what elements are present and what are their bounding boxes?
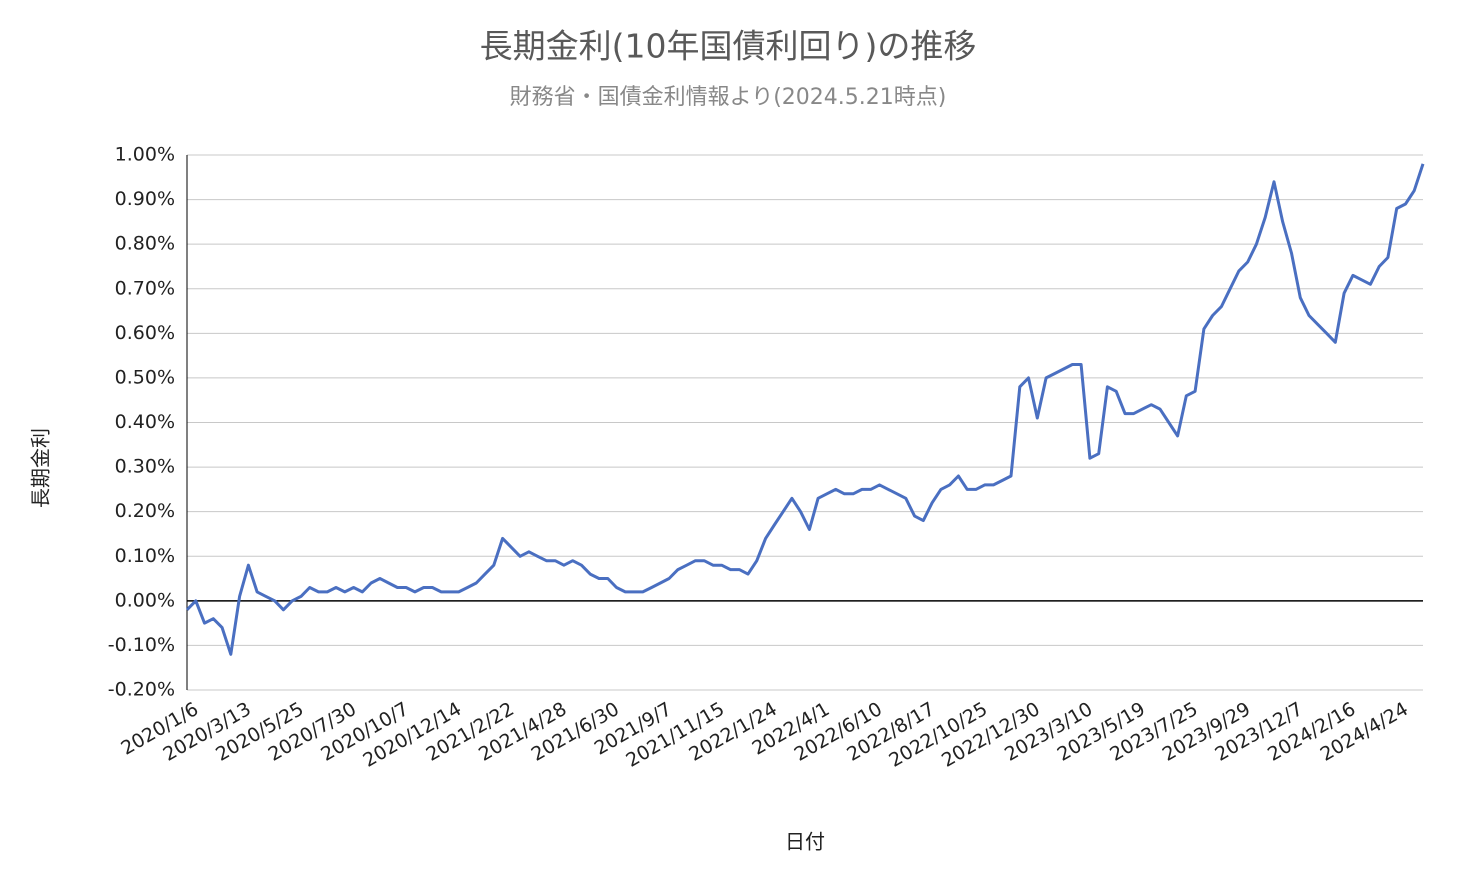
y-tick-label: 1.00% — [115, 144, 175, 166]
y-tick-label: 0.80% — [115, 233, 175, 255]
y-tick-label: -0.10% — [108, 634, 175, 656]
y-tick-label: 0.10% — [115, 545, 175, 567]
x-axis-label: 日付 — [785, 830, 825, 854]
y-tick-label: 0.90% — [115, 188, 175, 210]
y-tick-label: 0.40% — [115, 411, 175, 433]
y-tick-label: 0.30% — [115, 456, 175, 478]
y-tick-label: 0.20% — [115, 500, 175, 522]
chart-title: 長期金利(10年国債利回り)の推移 — [480, 27, 977, 66]
y-tick-label: -0.20% — [108, 679, 175, 701]
y-tick-label: 0.70% — [115, 277, 175, 299]
chart-subtitle: 財務省・国債金利情報より(2024.5.21時点) — [510, 85, 947, 110]
y-tick-label: 0.50% — [115, 366, 175, 388]
y-axis-label: 長期金利 — [29, 428, 53, 508]
y-tick-label: 0.60% — [115, 322, 175, 344]
data-line — [185, 163, 1425, 656]
y-tick-label: 0.00% — [115, 589, 175, 611]
